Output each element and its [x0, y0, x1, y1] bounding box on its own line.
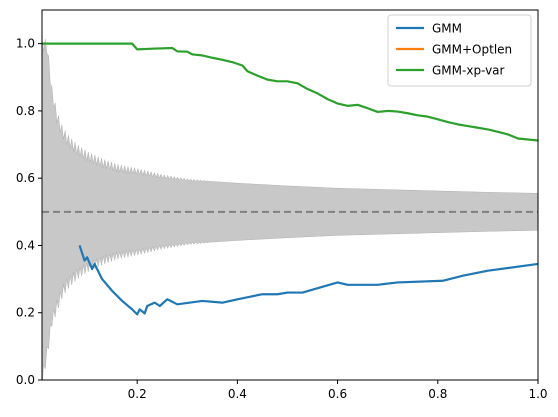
legend-label: GMM-xp-var	[432, 64, 505, 78]
y-tick-label: 0.8	[16, 104, 35, 118]
x-tick-label: 1.0	[528, 387, 547, 401]
y-tick-label: 0.2	[16, 306, 35, 320]
y-tick-label: 0.6	[16, 171, 35, 185]
series-line-gmm	[78, 245, 538, 316]
y-tick-label: 0.4	[16, 238, 35, 252]
y-tick-label: 0.0	[16, 373, 35, 387]
x-tick-label: 0.8	[428, 387, 447, 401]
legend: GMM GMM+Optlen GMM-xp-var	[387, 14, 532, 87]
plot-frame	[41, 9, 539, 381]
y-tick-label: 1.0	[16, 37, 35, 51]
x-tick-label: 0.6	[328, 387, 347, 401]
series-line-gmm-xp-var	[42, 42, 538, 142]
legend-label: GMM	[432, 22, 462, 36]
x-tick-label: 0.4	[228, 387, 247, 401]
x-tick-label: 0.2	[128, 387, 147, 401]
legend-label: GMM+Optlen	[432, 43, 512, 57]
confidence-band	[42, 36, 538, 380]
legend-box	[387, 14, 532, 87]
